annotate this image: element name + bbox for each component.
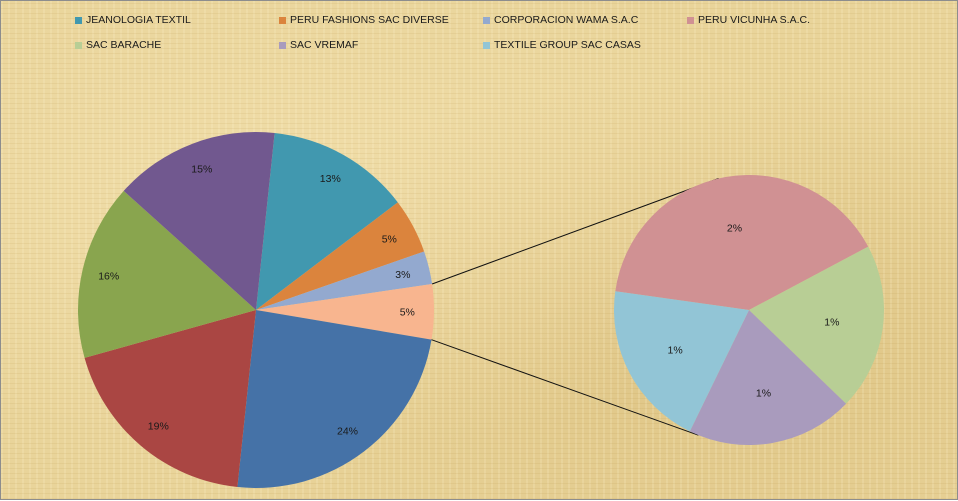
main-pie-data-label: 19%: [148, 421, 169, 433]
legend-swatch: [75, 41, 82, 49]
legend-item-jeanologia-textil: JEANOLOGIA TEXTIL: [75, 14, 191, 26]
legend-swatch: [483, 41, 490, 49]
main-pie-slice-corporacion-wama-s-a-c: [256, 251, 433, 310]
legend-item-sac-vremaf: SAC VREMAF: [279, 39, 358, 51]
legend-item-sac-barache: SAC BARACHE: [75, 39, 161, 51]
secondary-pie: [613, 174, 885, 446]
secondary-pie-data-label: 1%: [756, 387, 771, 399]
legend-label: CORPORACION WAMA S.A.C: [494, 14, 639, 26]
legend-swatch: [279, 41, 286, 49]
data-labels: 13% 5% 3% 5% 24% 19% 16% 15% 2% 1% 1% 1%: [98, 164, 839, 438]
connector-lines: [431, 178, 719, 436]
main-pie-data-label: 3%: [395, 269, 410, 281]
main-pie-data-label: 5%: [400, 307, 415, 319]
connector-line-top: [431, 178, 719, 285]
main-pie-slice-8: [123, 132, 275, 310]
legend-label: SAC VREMAF: [290, 39, 359, 51]
secondary-pie-slice-peru-vicunha-s-a-c: [615, 174, 869, 310]
legend-item-peru-vicunha: PERU VICUNHA S.A.C.: [687, 14, 810, 26]
legend-swatch: [483, 16, 490, 24]
chart-legend: JEANOLOGIA TEXTIL PERU FASHIONS SAC DIVE…: [1, 1, 958, 61]
main-pie-slice-6: [84, 310, 256, 488]
main-pie-data-label: 15%: [191, 164, 212, 176]
secondary-pie-data-label: 1%: [668, 344, 683, 356]
connector-line-bottom: [431, 339, 699, 436]
legend-label: SAC BARACHE: [86, 39, 162, 51]
main-pie-slice-other: [256, 284, 435, 340]
secondary-pie-data-label: 2%: [727, 223, 742, 235]
main-pie-slice-peru-fashions-sac-diverse: [256, 202, 425, 310]
secondary-pie-slice-textile-group-sac-casas: [613, 291, 749, 432]
main-pie-slice-jeanologia-textil: [256, 132, 398, 310]
main-pie-slice-5: [237, 310, 432, 488]
legend-swatch: [279, 16, 286, 24]
legend-label: PERU FASHIONS SAC DIVERSE: [290, 14, 449, 26]
legend-item-corporacion-wama: CORPORACION WAMA S.A.C: [483, 14, 638, 26]
secondary-pie-slice-sac-vremaf: [689, 310, 847, 446]
legend-label: JEANOLOGIA TEXTIL: [86, 14, 191, 26]
main-pie-data-label: 13%: [320, 173, 341, 185]
main-pie-slice-7: [78, 190, 256, 358]
main-pie-data-label: 5%: [382, 234, 397, 246]
main-pie-data-label: 24%: [337, 426, 358, 438]
legend-swatch: [75, 16, 82, 24]
legend-item-textile-group: TEXTILE GROUP SAC CASAS: [483, 39, 641, 51]
secondary-pie-slice-sac-barache: [749, 246, 885, 404]
legend-label: PERU VICUNHA S.A.C.: [698, 14, 811, 26]
secondary-pie-data-label: 1%: [824, 317, 839, 329]
legend-item-peru-fashions: PERU FASHIONS SAC DIVERSE: [279, 14, 449, 26]
main-pie-data-label: 16%: [98, 271, 119, 283]
legend-swatch: [687, 16, 694, 24]
legend-label: TEXTILE GROUP SAC CASAS: [494, 39, 641, 51]
main-pie: [78, 132, 435, 488]
